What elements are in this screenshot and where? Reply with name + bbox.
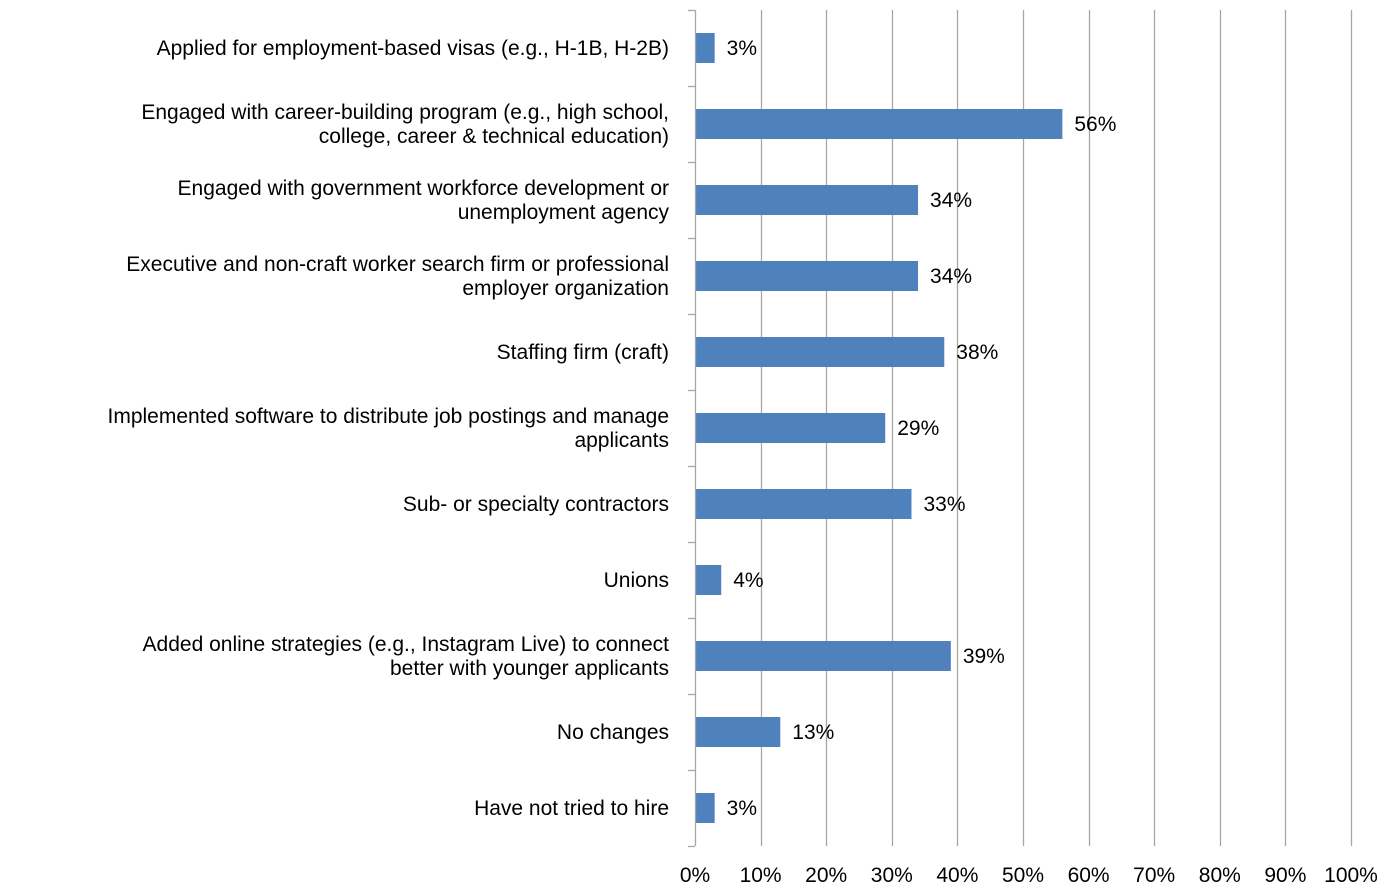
category-label: better with younger applicants — [390, 657, 669, 680]
data-label: 4% — [733, 569, 763, 592]
bar — [696, 793, 715, 823]
category-label: Engaged with government workforce develo… — [178, 177, 669, 200]
data-label: 3% — [727, 797, 757, 820]
y-axis — [688, 9, 697, 848]
category-label: Applied for employment-based visas (e.g.… — [157, 37, 669, 60]
bar — [696, 185, 919, 215]
data-label: 39% — [963, 645, 1005, 668]
data-labels: 3% 56% 34% 34% 38% 29% 33% 4% 39% 13% 3% — [727, 37, 1117, 820]
x-tick-label: 90% — [1264, 864, 1306, 887]
x-tick-label: 60% — [1068, 864, 1110, 887]
bar — [696, 565, 722, 595]
x-tick-label: 70% — [1133, 864, 1175, 887]
x-tick-label: 100% — [1324, 864, 1378, 887]
x-tick-label: 50% — [1002, 864, 1044, 887]
category-label: Engaged with career-building program (e.… — [141, 101, 669, 124]
data-label: 34% — [930, 265, 972, 288]
gridlines — [760, 10, 1353, 846]
bar — [696, 109, 1063, 139]
x-tick-label: 10% — [740, 864, 782, 887]
bar — [696, 337, 945, 367]
category-label: Implemented software to distribute job p… — [108, 405, 670, 428]
category-label: Sub- or specialty contractors — [403, 493, 669, 516]
x-tick-label: 30% — [871, 864, 913, 887]
data-label: 34% — [930, 189, 972, 212]
data-label: 38% — [956, 341, 998, 364]
data-label: 3% — [727, 37, 757, 60]
data-label: 13% — [792, 721, 834, 744]
category-label: No changes — [557, 721, 669, 744]
bar — [696, 641, 951, 671]
category-label: applicants — [574, 429, 669, 452]
data-label: 56% — [1074, 113, 1116, 136]
data-label: 29% — [897, 417, 939, 440]
category-label: Executive and non-craft worker search fi… — [126, 253, 669, 276]
category-label: unemployment agency — [458, 201, 670, 224]
x-tick-label: 0% — [680, 864, 710, 887]
data-label: 33% — [923, 493, 965, 516]
category-label: employer organization — [462, 277, 669, 300]
category-labels: Applied for employment-based visas (e.g.… — [108, 37, 670, 820]
category-label: college, career & technical education) — [319, 125, 669, 148]
bar — [696, 413, 886, 443]
category-label: Staffing firm (craft) — [497, 341, 669, 364]
bar — [696, 261, 919, 291]
x-tick-label: 20% — [805, 864, 847, 887]
category-label: Added online strategies (e.g., Instagram… — [143, 633, 670, 656]
bars — [696, 33, 1063, 823]
bar — [696, 489, 912, 519]
x-tick-label: 40% — [936, 864, 978, 887]
category-label: Unions — [604, 569, 669, 592]
category-label: Have not tried to hire — [474, 797, 669, 820]
bar — [696, 33, 715, 63]
x-tick-label: 80% — [1199, 864, 1241, 887]
bar — [696, 717, 781, 747]
x-tick-labels: 0% 10% 20% 30% 40% 50% 60% 70% 80% 90% 100% — [680, 864, 1378, 887]
